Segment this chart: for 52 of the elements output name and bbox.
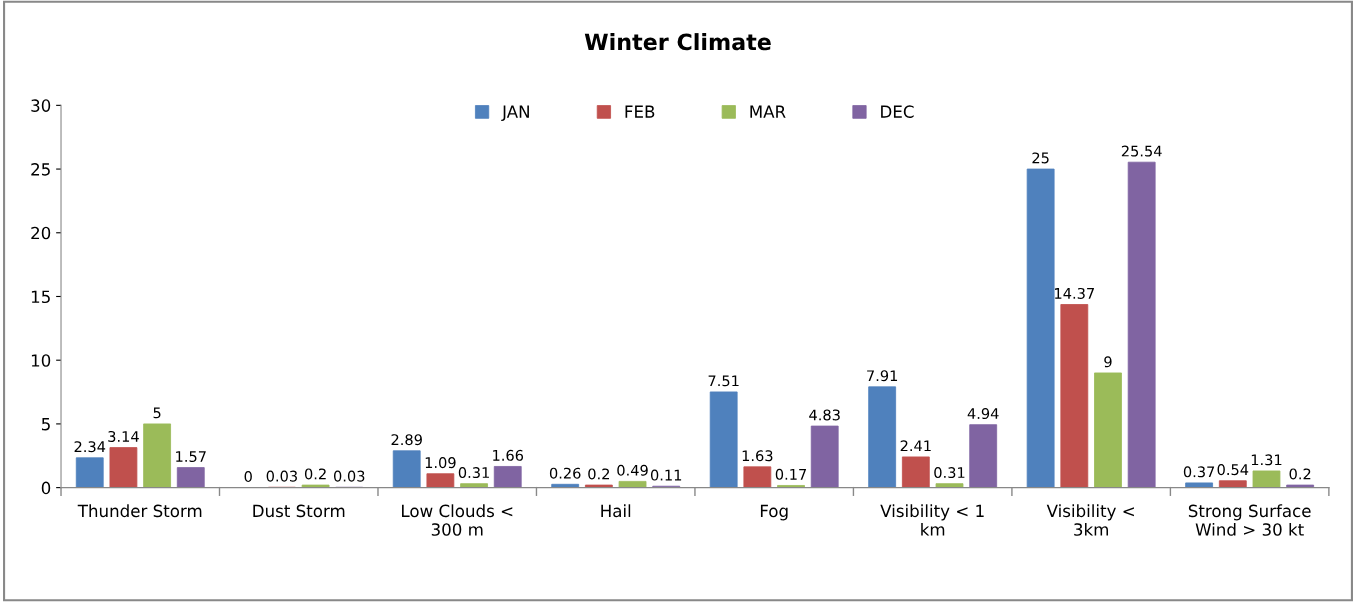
x-tick-label: Low Clouds < 300 m	[402, 504, 513, 536]
y-tick-label: 30	[31, 99, 51, 112]
data-label: 0.2	[304, 468, 326, 480]
y-tick-label: 10	[31, 354, 51, 367]
data-label: 0.54	[1217, 464, 1249, 476]
data-label: 1.57	[176, 451, 206, 463]
data-label: 2.89	[391, 434, 422, 446]
y-tick-label: 25	[31, 163, 50, 176]
data-label: 0.2	[1289, 468, 1311, 480]
data-label: 0.49	[617, 464, 648, 476]
y-tick-label: 15	[31, 290, 50, 304]
data-label: 0.2	[588, 468, 610, 480]
data-label: 4.83	[809, 409, 840, 421]
data-label: 4.94	[967, 408, 999, 420]
legend-label: JAN	[501, 105, 529, 122]
data-label: 0.31	[934, 467, 965, 479]
y-tick-label: 0	[41, 481, 51, 495]
data-label: 3.14	[108, 430, 139, 443]
data-label: 25	[1032, 152, 1049, 164]
data-label: 0.03	[266, 470, 297, 482]
data-label: 7.91	[867, 370, 898, 382]
x-tick-label: Visibility < 1 km	[880, 504, 984, 536]
legend-label: DEC	[881, 105, 914, 118]
legend-label: MAR	[750, 105, 786, 118]
data-label: 14.37	[1055, 287, 1094, 299]
data-label: 1.66	[493, 449, 524, 461]
data-label: 0.26	[549, 467, 581, 479]
data-label: 1.31	[1251, 454, 1282, 466]
data-label: 1.63	[742, 450, 773, 462]
x-tick-label: Thunder Storm	[77, 504, 202, 518]
data-label: 2.41	[900, 440, 931, 452]
x-tick-label: Visibility < 3km	[1046, 504, 1134, 536]
x-tick-label: Hail	[601, 504, 631, 518]
data-label: 9	[1104, 356, 1112, 368]
data-label: 1.09	[425, 457, 456, 469]
y-tick-label: 5	[41, 418, 50, 431]
data-label: 0.31	[458, 467, 489, 479]
data-label: 0.11	[650, 469, 682, 481]
chart-title: Winter Climate	[584, 33, 771, 51]
data-label: 2.34	[74, 441, 106, 453]
legend-label: FEB	[625, 105, 655, 118]
data-label: 0.17	[775, 468, 807, 480]
data-label: 7.51	[708, 375, 739, 387]
y-tick-label: 20	[31, 226, 51, 240]
x-tick-label: Strong Surface Wind > 30 kt	[1188, 504, 1311, 536]
x-tick-label: Dust Storm	[253, 504, 345, 518]
data-label: 25.54	[1121, 145, 1162, 157]
data-label: 0.03	[333, 470, 365, 482]
data-label: 0.37	[1183, 466, 1215, 478]
data-label: 5	[153, 407, 161, 419]
x-tick-label: Fog	[760, 504, 788, 521]
data-label: 0	[244, 470, 252, 483]
